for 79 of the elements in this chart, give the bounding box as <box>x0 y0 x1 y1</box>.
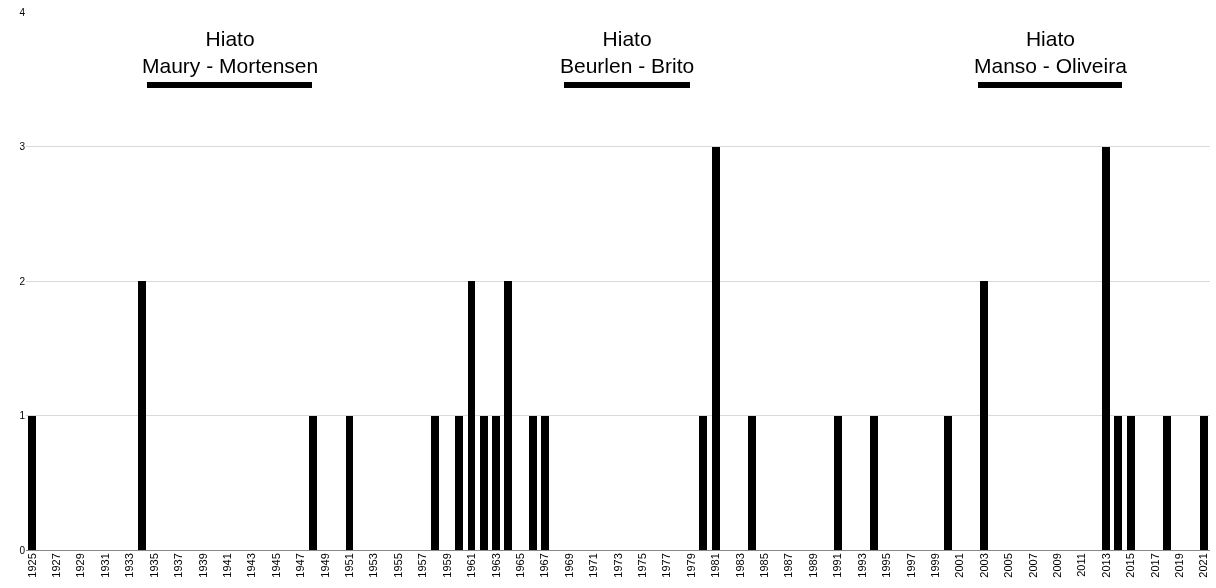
x-tick-label: 2019 <box>1173 553 1186 578</box>
x-tick-label: 1931 <box>98 553 111 578</box>
x-tick-label: 2015 <box>1124 553 1137 578</box>
x-tick-label: 1985 <box>758 553 771 578</box>
y-tick-label: 4 <box>19 6 26 18</box>
x-tick-label: 2021 <box>1197 553 1210 578</box>
x-tick-label: 1943 <box>245 553 258 578</box>
bar <box>980 281 989 550</box>
bar <box>1114 415 1123 550</box>
x-tick-label: 1941 <box>220 553 233 578</box>
x-tick-label: 1957 <box>416 553 429 578</box>
bar <box>308 415 317 550</box>
bar <box>1163 415 1172 550</box>
x-tick-label: 1933 <box>123 553 136 578</box>
x-tick-label: 1937 <box>172 553 185 578</box>
x-tick-label: 1953 <box>367 553 380 578</box>
x-tick-label: 1927 <box>50 553 63 578</box>
y-tick-label: 0 <box>19 544 26 556</box>
bar <box>870 415 879 550</box>
x-tick-label: 1959 <box>440 553 453 578</box>
bar <box>699 415 708 550</box>
bar <box>1102 146 1111 550</box>
x-tick-label: 2001 <box>953 553 966 578</box>
x-tick-label: 1949 <box>318 553 331 578</box>
y-tick-label: 1 <box>19 410 26 421</box>
x-tick-label: 1993 <box>855 553 868 578</box>
bar <box>943 415 952 550</box>
x-tick-label: 2007 <box>1026 553 1039 578</box>
bar <box>833 415 842 550</box>
x-tick-label: 1981 <box>709 553 722 578</box>
x-tick-label: 1975 <box>635 553 648 578</box>
y-tick-label: 3 <box>19 141 26 152</box>
x-tick-label: 1977 <box>660 553 673 578</box>
bar <box>748 415 757 550</box>
annotation: Hiato Maury - Mortensen <box>142 27 319 78</box>
x-tick-label: 1955 <box>391 553 404 578</box>
x-tick-label: 1947 <box>294 553 307 578</box>
x-tick-label: 2017 <box>1148 553 1161 578</box>
x-tick-label: 1971 <box>587 553 600 578</box>
bar <box>137 281 146 550</box>
bar <box>504 281 513 550</box>
bar <box>1126 415 1135 550</box>
x-tick-label: 1997 <box>904 553 917 578</box>
bar <box>711 146 720 550</box>
bar <box>28 415 37 550</box>
bar <box>1199 415 1208 550</box>
x-tick-label: 1935 <box>147 553 160 578</box>
y-tick-label: 2 <box>19 275 26 287</box>
annotation: Hiato Manso - Oliveira <box>974 27 1128 78</box>
x-tick-label: 2013 <box>1099 553 1112 578</box>
x-tick-label: 1995 <box>880 553 893 578</box>
bar <box>540 415 549 550</box>
x-tick-label: 1983 <box>733 553 746 578</box>
bar <box>430 415 439 550</box>
x-tick-label: 2005 <box>1002 553 1015 578</box>
x-tick-label: 1967 <box>538 553 551 578</box>
x-tick-label: 1989 <box>806 553 819 578</box>
x-tick-label: 1939 <box>196 553 209 578</box>
x-tick-label: 1961 <box>465 553 478 578</box>
x-tick-label: 1969 <box>562 553 575 578</box>
x-tick-label: 1965 <box>513 553 526 578</box>
x-tick-label: 1999 <box>928 553 941 578</box>
x-tick-label: 1929 <box>74 553 87 578</box>
x-tick-label: 1991 <box>831 553 844 578</box>
x-tick-label: 1945 <box>269 553 282 578</box>
x-tick-label: 1979 <box>684 553 697 578</box>
annotation: Hiato Beurlen - Brito <box>560 27 695 78</box>
bar <box>455 415 464 550</box>
bar <box>491 415 500 550</box>
x-tick-label: 1973 <box>611 553 624 578</box>
x-tick-label: 1951 <box>343 553 356 578</box>
x-tick-label: 1925 <box>25 553 38 578</box>
x-tick-label: 1963 <box>489 553 502 578</box>
x-tick-label: 2009 <box>1050 553 1063 578</box>
x-tick-label: 2003 <box>977 553 990 578</box>
bar <box>479 415 488 550</box>
bar <box>528 415 537 550</box>
x-tick-label: 2011 <box>1075 553 1088 577</box>
x-tick-label: 1987 <box>782 553 795 578</box>
